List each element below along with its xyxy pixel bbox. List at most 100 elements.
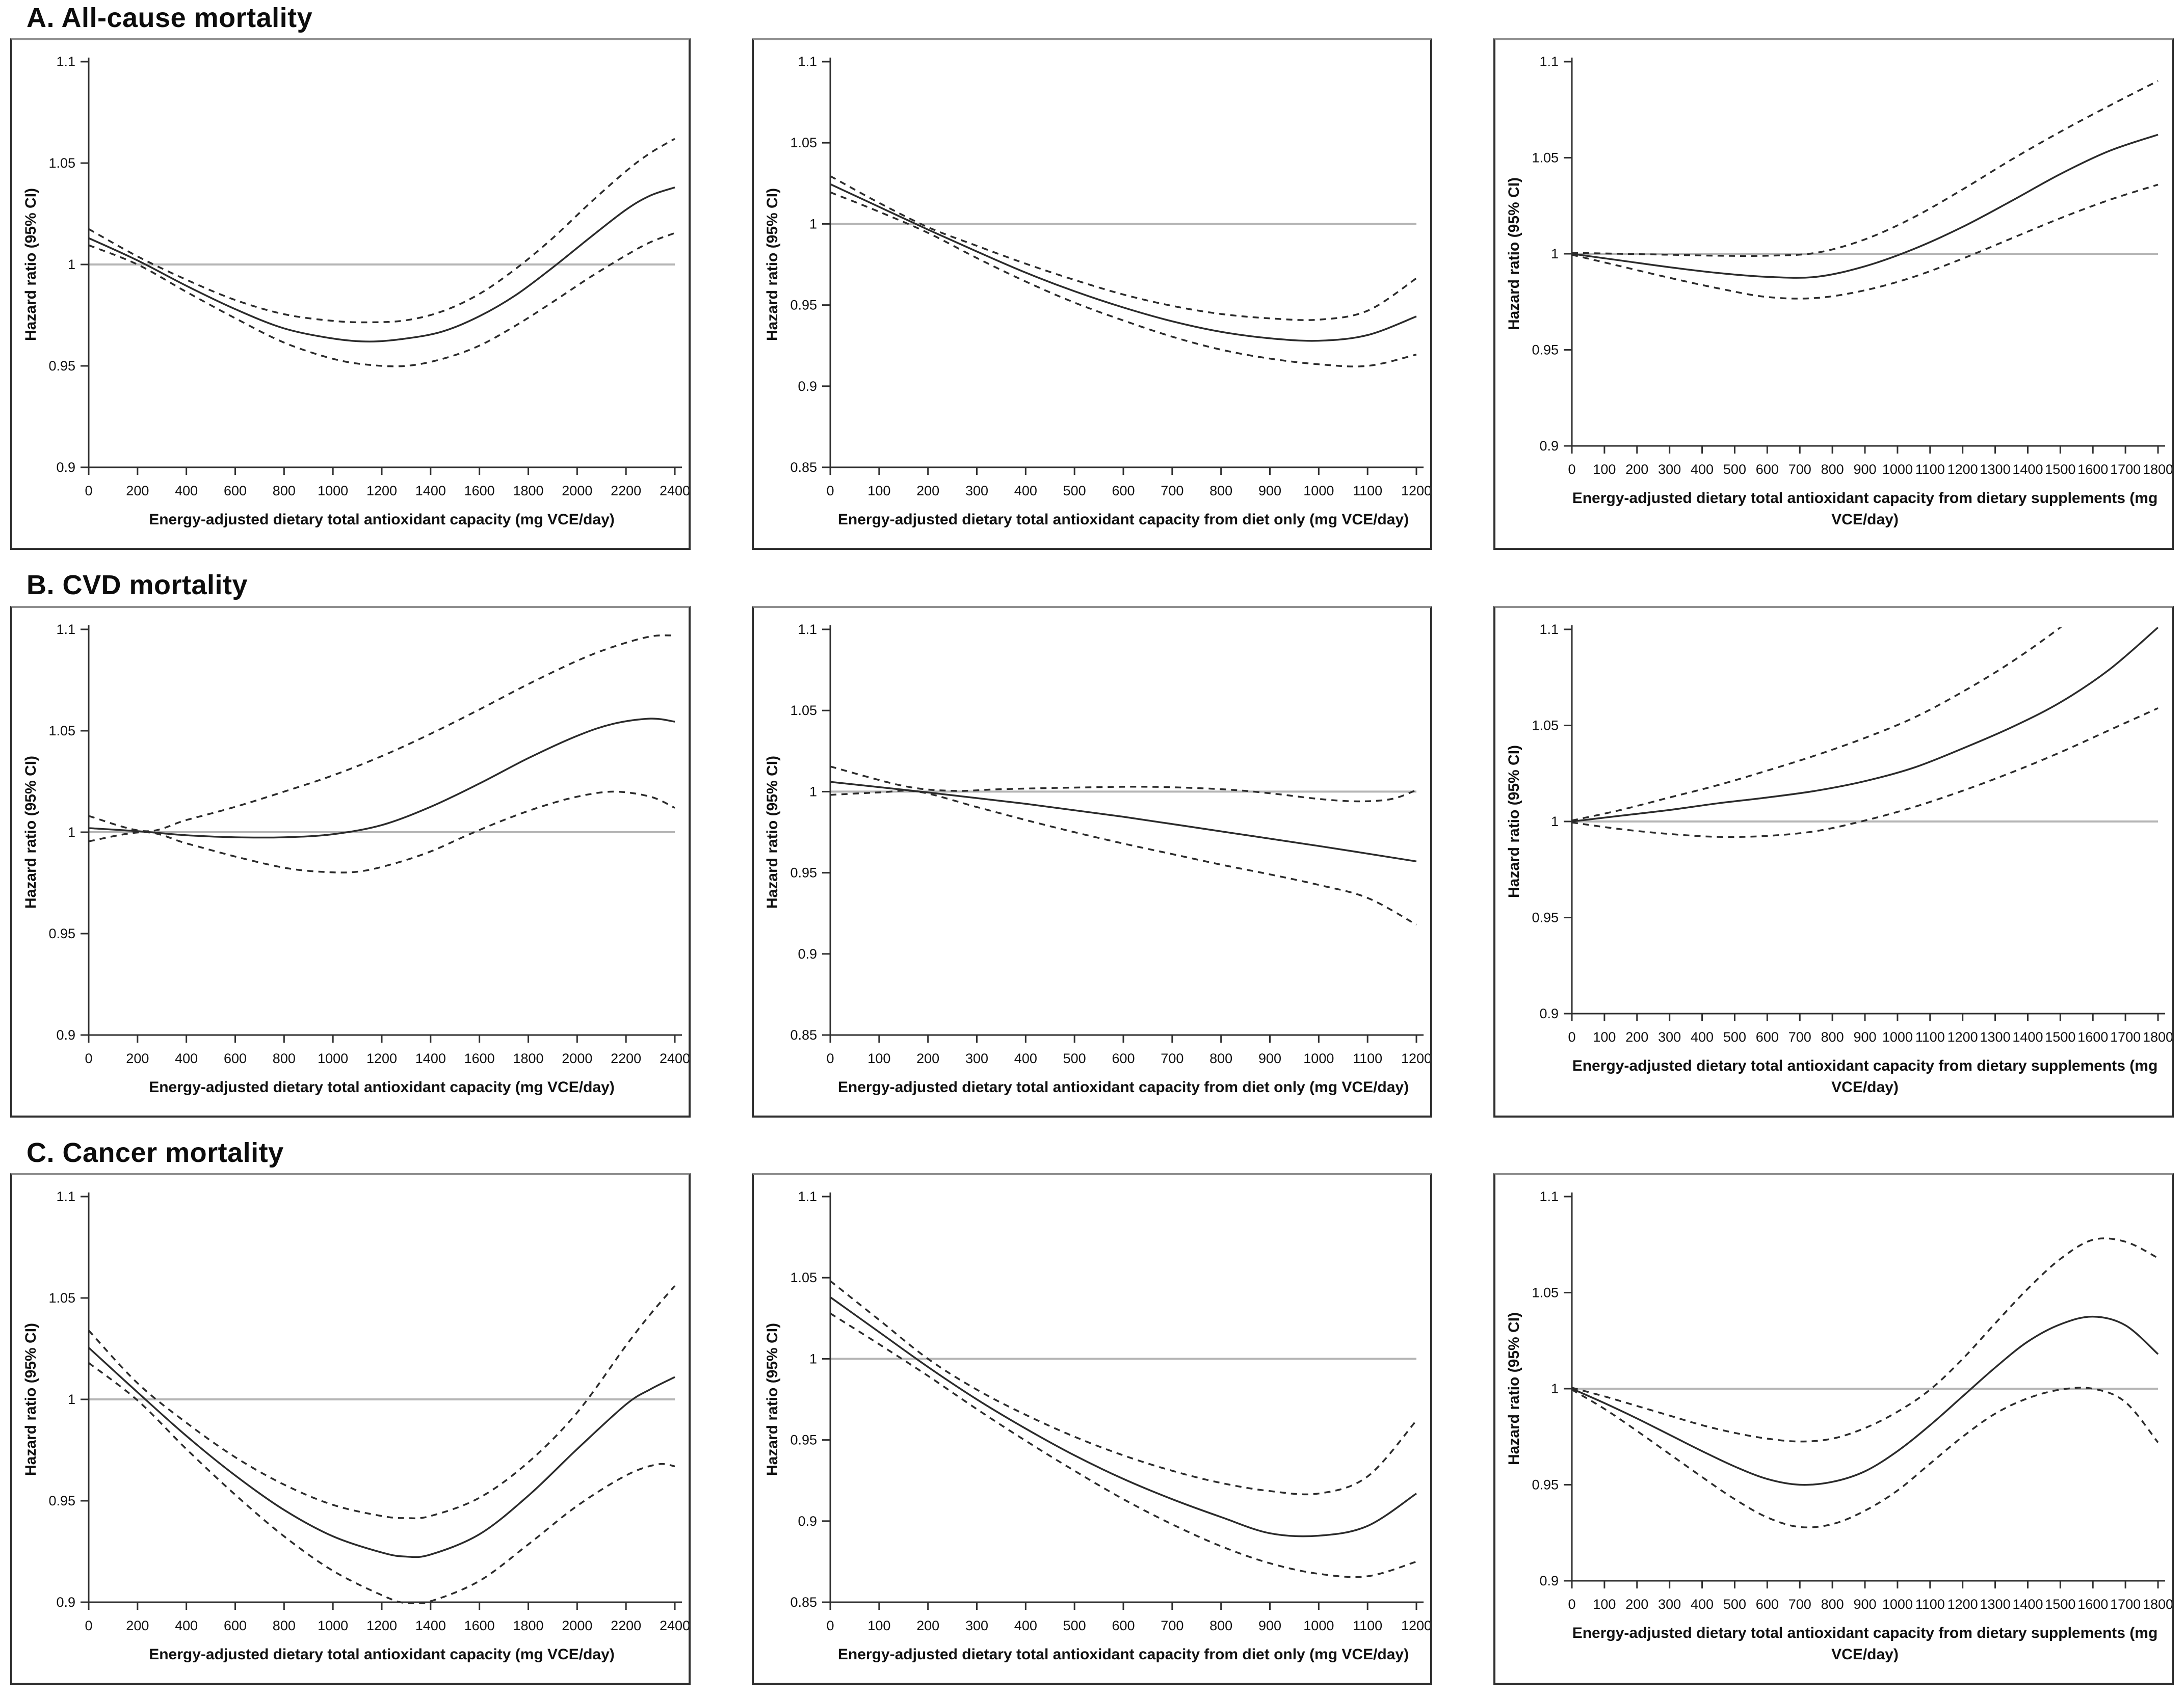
x-tick-label: 900 xyxy=(1258,483,1281,498)
x-tick-label: 1200 xyxy=(366,1051,397,1066)
x-axis-title: VCE/day) xyxy=(1831,1646,1899,1663)
x-tick-label: 1500 xyxy=(2045,1029,2075,1045)
x-tick-label: 0 xyxy=(85,483,92,498)
y-tick-label: 1.1 xyxy=(56,1189,75,1204)
y-tick-label: 0.9 xyxy=(1539,438,1559,454)
x-tick-label: 1300 xyxy=(1980,1597,2011,1612)
chart-panel-cvd-supplements: 0.9 0.95 1 1.05 1.1 0 100 200 300 400 500 600 700 800… xyxy=(1493,605,2174,1118)
spline-chart-svg-A1: 0.9 0.95 1 1.05 1.1 0 200 400 600 800 1000 1200 1400… xyxy=(22,54,689,528)
panel-row-all-cause: 0.9 0.95 1 1.05 1.1 0 200 400 600 800 1000 1200 1400… xyxy=(0,38,2184,550)
section-all-cause-mortality: A. All-cause mortality 0.9 0.95 1 1.05 1.1 0 2… xyxy=(0,3,2184,550)
y-tick-label: 0.95 xyxy=(790,865,817,880)
x-tick-label: 400 xyxy=(1014,1051,1037,1066)
y-tick-label: 0.9 xyxy=(56,1027,75,1043)
y-tick-label: 1 xyxy=(809,1351,817,1367)
y-tick-label: 0.95 xyxy=(48,1493,75,1508)
x-tick-label: 1500 xyxy=(2045,462,2075,477)
x-tick-label: 1600 xyxy=(464,1051,495,1066)
panel-row-cvd: 0.9 0.95 1 1.05 1.1 0 200 400 600 800 1000 1200 1400… xyxy=(0,605,2184,1118)
x-tick-label: 200 xyxy=(126,483,149,498)
x-tick-label: 1000 xyxy=(318,483,348,498)
ci-lower-curve xyxy=(1571,184,2159,300)
y-axis-title: Hazard ratio (95% CI) xyxy=(764,756,781,909)
x-tick-label: 1000 xyxy=(318,1051,348,1066)
x-tick-label: 1300 xyxy=(1980,462,2011,477)
x-tick-label: 1100 xyxy=(1353,1051,1382,1066)
chart-panel-cvd-diet-only: 0.85 0.9 0.95 1 1.05 1.1 0 100 200 300 400 500 600 70… xyxy=(752,605,1432,1118)
spline-figure: A. All-cause mortality 0.9 0.95 1 1.05 1.1 0 2… xyxy=(0,3,2184,1685)
x-tick-label: 1600 xyxy=(2077,462,2108,477)
x-tick-label: 300 xyxy=(1658,1029,1681,1045)
x-tick-label: 1200 xyxy=(1401,1051,1430,1066)
ci-lower-curve xyxy=(88,790,675,873)
x-tick-label: 400 xyxy=(175,1051,198,1066)
x-tick-label: 1200 xyxy=(1948,462,1978,477)
x-tick-label: 1100 xyxy=(1353,483,1382,498)
x-tick-label: 1800 xyxy=(513,1051,543,1066)
ci-lower-curve xyxy=(830,789,1417,925)
ci-upper-curve xyxy=(1571,80,2159,257)
section-title-cvd: B. CVD mortality xyxy=(27,570,248,601)
x-tick-label: 2000 xyxy=(562,1051,592,1066)
hazard-ratio-curve xyxy=(1571,1316,2159,1486)
ci-upper-curve xyxy=(88,1285,676,1520)
chart-panel-cancer-supplements: 0.9 0.95 1 1.05 1.1 0 100 200 300 400 500 600 700 800… xyxy=(1493,1173,2174,1685)
y-tick-label: 0.85 xyxy=(790,1027,817,1043)
x-tick-label: 2400 xyxy=(660,1618,689,1633)
y-axis-title: Hazard ratio (95% CI) xyxy=(764,188,781,341)
x-tick-label: 700 xyxy=(1161,483,1183,498)
x-tick-label: 400 xyxy=(175,483,198,498)
x-tick-label: 300 xyxy=(965,1051,988,1066)
y-axis-title: Hazard ratio (95% CI) xyxy=(1506,1312,1522,1465)
x-tick-label: 2200 xyxy=(611,1051,641,1066)
x-tick-label: 900 xyxy=(1853,462,1876,477)
x-tick-label: 0 xyxy=(826,1051,834,1066)
x-tick-label: 1200 xyxy=(366,483,397,498)
y-tick-label: 0.95 xyxy=(48,926,75,941)
x-tick-label: 400 xyxy=(1691,462,1714,477)
x-tick-label: 1200 xyxy=(1948,1029,1978,1045)
x-tick-label: 800 xyxy=(273,1618,296,1633)
x-tick-label: 700 xyxy=(1788,1597,1811,1612)
y-tick-label: 1 xyxy=(809,217,817,232)
x-tick-label: 0 xyxy=(826,483,834,498)
y-tick-label: 0.95 xyxy=(1532,1477,1559,1493)
x-tick-label: 1000 xyxy=(1882,1029,1913,1045)
x-axis-title: Energy-adjusted dietary total antioxidan… xyxy=(838,511,1409,528)
x-tick-label: 2200 xyxy=(611,1618,641,1633)
x-tick-label: 1600 xyxy=(464,483,495,498)
x-tick-label: 800 xyxy=(1209,483,1232,498)
x-tick-label: 100 xyxy=(867,483,890,498)
y-tick-label: 0.9 xyxy=(56,1595,75,1610)
y-tick-label: 0.9 xyxy=(798,379,817,394)
chart-panel-all-cause-supplements: 0.9 0.95 1 1.05 1.1 0 100 200 300 400 500 600 700 800… xyxy=(1493,38,2174,550)
x-tick-label: 1400 xyxy=(415,1618,446,1633)
x-tick-label: 500 xyxy=(1723,1029,1746,1045)
x-tick-label: 700 xyxy=(1161,1618,1183,1633)
y-tick-label: 0.9 xyxy=(1539,1006,1559,1021)
x-tick-label: 1000 xyxy=(1882,1597,1913,1612)
ci-lower-curve xyxy=(830,192,1417,368)
x-tick-label: 500 xyxy=(1723,1597,1746,1612)
x-tick-label: 2000 xyxy=(562,483,592,498)
hazard-ratio-curve xyxy=(88,1347,675,1558)
x-axis-title: VCE/day) xyxy=(1831,1079,1899,1096)
ci-lower-curve xyxy=(88,1362,675,1605)
y-tick-label: 0.85 xyxy=(790,1595,817,1610)
y-tick-label: 1.1 xyxy=(56,54,75,69)
x-tick-label: 1700 xyxy=(2110,462,2141,477)
x-tick-label: 900 xyxy=(1258,1618,1281,1633)
x-tick-label: 600 xyxy=(1112,1618,1135,1633)
x-tick-label: 0 xyxy=(826,1618,834,1633)
y-tick-label: 0.95 xyxy=(790,298,817,313)
x-tick-label: 200 xyxy=(126,1618,149,1633)
x-tick-label: 300 xyxy=(1658,462,1681,477)
section-title-all-cause: A. All-cause mortality xyxy=(27,3,313,33)
y-tick-label: 1 xyxy=(68,1392,75,1407)
x-axis-title: Energy-adjusted dietary total antioxidan… xyxy=(838,1646,1409,1663)
x-tick-label: 600 xyxy=(1756,1029,1779,1045)
y-tick-label: 1.1 xyxy=(1539,54,1559,69)
x-tick-label: 1200 xyxy=(1401,483,1430,498)
ci-lower-curve xyxy=(1571,1387,2159,1529)
spline-chart-svg-C2: 0.85 0.9 0.95 1 1.05 1.1 0 100 200 300 400 500 600 70… xyxy=(764,1189,1430,1663)
